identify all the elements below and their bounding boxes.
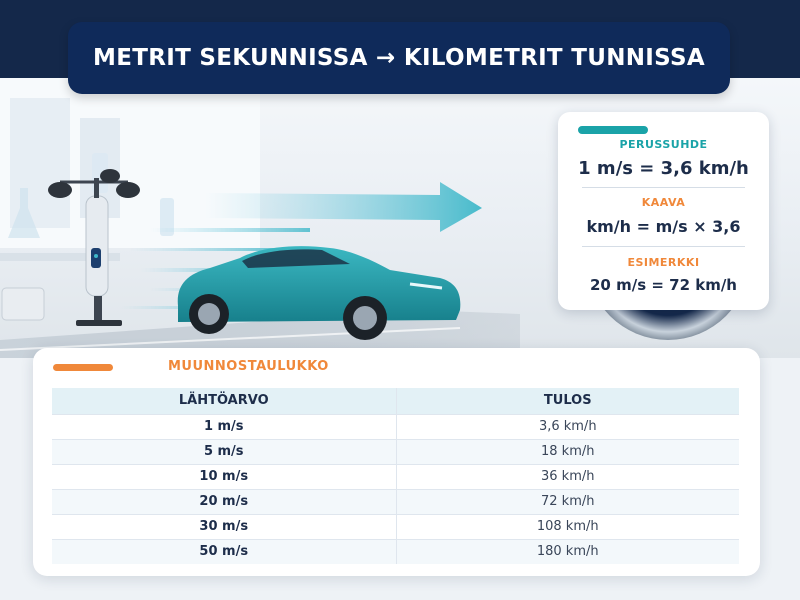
- result-cell: 72 km/h: [396, 488, 739, 514]
- basic-relation-value: 1 m/s = 3,6 km/h: [578, 158, 749, 179]
- table-row: 50 m/s 180 km/h: [52, 538, 739, 564]
- column-header-result: TULOS: [396, 388, 739, 414]
- table-row: 1 m/s 3,6 km/h: [52, 413, 739, 439]
- info-card: PERUSSUHDE 1 m/s = 3,6 km/h KAAVA km/h =…: [558, 112, 769, 310]
- example-value: 20 m/s = 72 km/h: [589, 276, 737, 294]
- anemometer-icon: [1, 169, 140, 326]
- page-title: METRIT SEKUNNISSA → KILOMETRIT TUNNISSA: [93, 45, 705, 71]
- source-cell: 5 m/s: [52, 438, 397, 464]
- table-row: 5 m/s 18 km/h: [52, 438, 739, 464]
- formula-value: km/h = m/s × 3,6: [586, 217, 741, 236]
- divider: [582, 187, 745, 188]
- info-accent-bar: [578, 126, 648, 134]
- table-accent-bar: [53, 364, 113, 371]
- source-cell: 30 m/s: [52, 513, 397, 539]
- result-cell: 108 km/h: [396, 513, 739, 539]
- conversion-table: LÄHTÖARVO TULOS 1 m/s 3,6 km/h 5 m/s 18 …: [52, 388, 739, 564]
- source-cell: 50 m/s: [52, 538, 397, 564]
- table-row: 10 m/s 36 km/h: [52, 463, 739, 489]
- source-cell: 10 m/s: [52, 463, 397, 489]
- conversion-table-card: MUUNNOSTAULUKKO LÄHTÖARVO TULOS 1 m/s 3,…: [33, 348, 760, 576]
- formula-label: KAAVA: [641, 196, 686, 209]
- source-cell: 20 m/s: [52, 488, 397, 514]
- divider: [582, 246, 745, 247]
- table-row: 20 m/s 72 km/h: [52, 488, 739, 514]
- result-cell: 36 km/h: [396, 463, 739, 489]
- example-label: ESIMERKKI: [627, 256, 700, 269]
- result-cell: 180 km/h: [396, 538, 739, 564]
- car-icon: [177, 246, 461, 340]
- table-row: 30 m/s 108 km/h: [52, 513, 739, 539]
- basic-relation-label: PERUSSUHDE: [619, 138, 708, 151]
- title-banner: METRIT SEKUNNISSA → KILOMETRIT TUNNISSA: [68, 22, 730, 94]
- table-title: MUUNNOSTAULUKKO: [168, 359, 329, 374]
- column-header-source: LÄHTÖARVO: [52, 388, 397, 414]
- arrow-right-icon: [205, 182, 482, 232]
- result-cell: 3,6 km/h: [396, 413, 739, 439]
- result-cell: 18 km/h: [396, 438, 739, 464]
- source-cell: 1 m/s: [52, 413, 397, 439]
- table-header-row: LÄHTÖARVO TULOS: [52, 388, 739, 414]
